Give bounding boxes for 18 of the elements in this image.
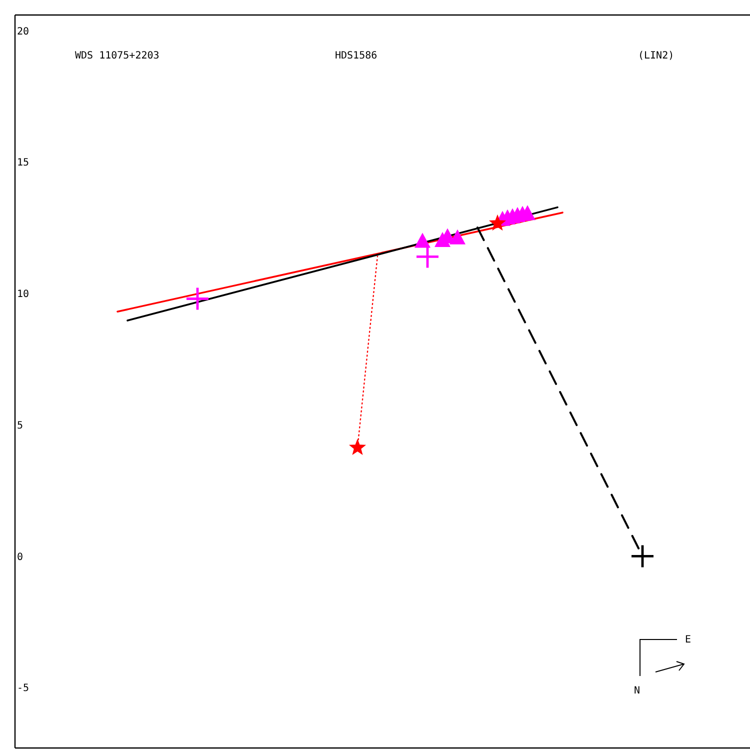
y-tick-label: -5 [17, 683, 30, 694]
text: WDS 11075+2203 [75, 50, 160, 62]
y-tick-label: 10 [17, 289, 30, 300]
y-tick-label: 0 [17, 552, 24, 563]
point [348, 438, 366, 455]
point [488, 214, 506, 231]
point [416, 246, 438, 268]
point [414, 232, 430, 248]
point [450, 229, 466, 244]
y-tick-label: 15 [17, 158, 30, 169]
annotation: (LIN2) [638, 50, 674, 62]
text: HDS1586 [335, 50, 378, 62]
y-tick-label: 20 [17, 26, 30, 38]
annotation: E [684, 634, 692, 646]
point [186, 288, 208, 310]
y-tick-label: 5 [17, 420, 24, 432]
point [632, 545, 654, 568]
annotation: N [634, 686, 640, 696]
